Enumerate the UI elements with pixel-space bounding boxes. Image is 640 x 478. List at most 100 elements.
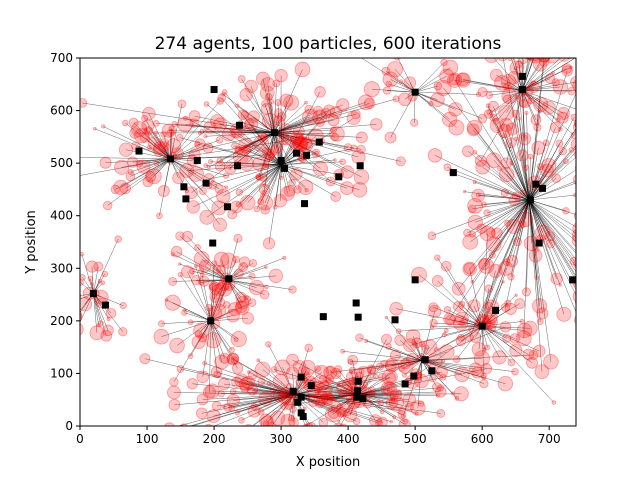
y-tick-label: 400 xyxy=(50,209,73,223)
link-line xyxy=(408,325,483,382)
link-line xyxy=(210,296,215,321)
particle-marker xyxy=(350,144,358,153)
link-line xyxy=(528,182,576,201)
particle-marker xyxy=(558,146,568,156)
link-line xyxy=(170,140,287,160)
particle-marker xyxy=(433,81,443,91)
link-line xyxy=(258,164,282,178)
link-line xyxy=(481,326,484,376)
particle-marker xyxy=(223,301,231,309)
particle-marker xyxy=(469,331,482,343)
particle-marker xyxy=(578,147,582,151)
particle-marker xyxy=(381,369,398,386)
particle-marker xyxy=(313,150,319,156)
particle-marker xyxy=(170,147,184,161)
particle-marker xyxy=(505,137,517,149)
particle-marker xyxy=(264,93,273,101)
particle-marker xyxy=(208,180,218,190)
link-line xyxy=(421,360,485,384)
particle-marker xyxy=(443,163,452,172)
particle-marker xyxy=(288,405,297,413)
particle-marker xyxy=(430,325,435,329)
particle-marker xyxy=(534,247,540,252)
particle-marker xyxy=(463,228,472,237)
particle-marker xyxy=(538,109,542,114)
particle-marker xyxy=(356,144,366,155)
agent-marker xyxy=(297,393,305,401)
particle-marker xyxy=(471,342,487,357)
link-line xyxy=(414,91,457,128)
agent-markers xyxy=(89,72,576,421)
particle-marker xyxy=(571,233,576,248)
particle-marker xyxy=(292,360,307,374)
link-line xyxy=(504,130,530,201)
link-line xyxy=(80,158,171,176)
particle-marker xyxy=(100,330,113,342)
link-line xyxy=(390,79,416,93)
link-line xyxy=(268,344,295,395)
link-line xyxy=(528,199,576,273)
link-line xyxy=(515,138,530,200)
particle-marker xyxy=(497,375,514,392)
particle-marker xyxy=(394,334,406,346)
particle-marker xyxy=(316,381,333,398)
particle-marker xyxy=(226,393,240,408)
link-line xyxy=(522,90,575,136)
particle-marker xyxy=(443,306,452,314)
particle-marker xyxy=(398,418,411,426)
x-tick-label: 100 xyxy=(136,432,159,446)
particle-marker xyxy=(252,389,257,394)
particle-marker xyxy=(96,323,101,328)
link-line xyxy=(133,122,171,160)
particle-marker xyxy=(292,136,308,152)
particle-marker xyxy=(574,164,576,171)
particle-marker xyxy=(170,252,175,257)
particle-marker xyxy=(358,367,365,374)
particle-marker xyxy=(208,282,218,291)
particle-marker xyxy=(260,132,268,140)
particle-marker xyxy=(255,173,262,181)
agent-marker xyxy=(135,147,143,155)
link-line xyxy=(454,79,530,201)
particle-marker xyxy=(189,267,196,275)
agent-marker xyxy=(210,86,218,94)
particle-marker xyxy=(380,359,389,368)
particle-marker xyxy=(110,184,121,195)
particle-marker xyxy=(436,366,448,378)
agent-marker xyxy=(297,409,305,417)
particle-marker xyxy=(451,281,466,296)
link-line xyxy=(322,379,359,395)
agent-marker xyxy=(492,306,500,314)
particle-marker xyxy=(531,140,546,155)
particle-marker xyxy=(183,308,187,312)
particle-marker xyxy=(203,101,210,107)
link-line xyxy=(513,199,530,227)
link-line xyxy=(528,147,576,201)
link-line xyxy=(173,320,211,383)
particle-marker xyxy=(519,58,528,65)
link-line xyxy=(493,58,523,91)
particle-marker xyxy=(570,138,576,151)
particle-marker xyxy=(257,194,274,211)
particle-marker xyxy=(529,58,540,62)
particle-marker xyxy=(572,290,576,303)
particle-marker xyxy=(260,204,270,215)
link-line xyxy=(274,98,397,133)
particle-marker xyxy=(314,397,326,409)
particle-marker xyxy=(504,219,511,227)
particle-marker xyxy=(562,158,569,165)
particle-marker xyxy=(179,163,194,178)
particle-marker xyxy=(229,388,237,395)
link-line xyxy=(227,267,267,281)
link-line xyxy=(481,233,488,327)
particle-marker xyxy=(291,133,305,147)
particle-marker xyxy=(528,248,543,263)
particle-marker xyxy=(467,214,483,230)
particle-marker xyxy=(355,333,364,342)
particle-marker xyxy=(336,382,341,386)
link-line xyxy=(93,293,124,306)
particle-marker xyxy=(239,383,250,393)
link-line xyxy=(274,124,377,133)
particle-marker xyxy=(578,253,581,256)
particle-marker xyxy=(286,353,299,367)
